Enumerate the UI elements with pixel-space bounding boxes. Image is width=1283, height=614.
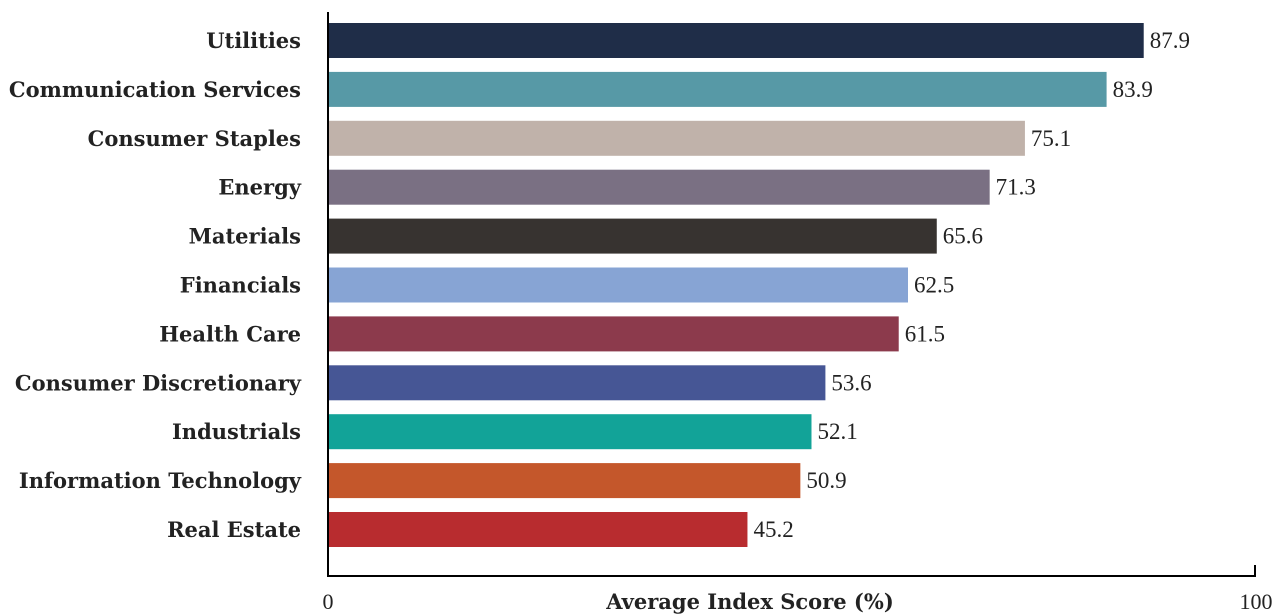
category-label-real-estate: Real Estate <box>167 517 301 542</box>
bar-health-care <box>328 316 899 352</box>
value-labels: 87.9 83.9 75.1 71.3 65.6 62.5 61.5 53.6 52.1 50.9… <box>753 28 1190 542</box>
category-labels: Utilities Communication Services Consumer … <box>9 28 302 542</box>
bar-consumer-discretionary <box>328 365 826 401</box>
category-label-financials: Financials <box>180 273 301 298</box>
bar-communication-services <box>328 71 1107 107</box>
bar-real-estate <box>328 512 748 547</box>
category-label-health-care: Health Care <box>159 321 301 346</box>
value-label-real-estate: 45.2 <box>753 517 793 542</box>
bar-industrials <box>328 414 812 450</box>
category-label-energy: Energy <box>218 175 301 200</box>
value-label-energy: 71.3 <box>996 175 1036 200</box>
category-label-consumer-discretionary: Consumer Discretionary <box>15 370 302 395</box>
bar-consumer-staples <box>328 120 1025 156</box>
x-axis-title: Average Index Score (%) <box>605 589 894 614</box>
value-label-consumer-staples: 75.1 <box>1031 126 1071 151</box>
category-label-industrials: Industrials <box>172 419 301 444</box>
value-label-utilities: 87.9 <box>1150 28 1190 53</box>
x-tick-label-100: 100 <box>1240 589 1273 614</box>
bar-financials <box>328 267 908 303</box>
bar-energy <box>328 169 990 205</box>
value-label-financials: 62.5 <box>914 273 954 298</box>
value-label-information-technology: 50.9 <box>806 468 846 493</box>
category-label-materials: Materials <box>189 224 301 249</box>
x-tick-label-0: 0 <box>323 589 334 614</box>
category-label-information-technology: Information Technology <box>19 468 302 493</box>
category-label-utilities: Utilities <box>206 28 301 53</box>
bars-group <box>328 23 1144 547</box>
bar-information-technology <box>328 463 801 499</box>
bar-materials <box>328 218 937 254</box>
value-label-industrials: 52.1 <box>817 419 857 444</box>
value-label-communication-services: 83.9 <box>1113 77 1153 102</box>
category-label-communication-services: Communication Services <box>9 77 301 102</box>
value-label-health-care: 61.5 <box>905 321 945 346</box>
bar-utilities <box>328 23 1144 58</box>
value-label-materials: 65.6 <box>943 224 983 249</box>
category-label-consumer-staples: Consumer Staples <box>88 126 301 151</box>
value-label-consumer-discretionary: 53.6 <box>831 370 871 395</box>
